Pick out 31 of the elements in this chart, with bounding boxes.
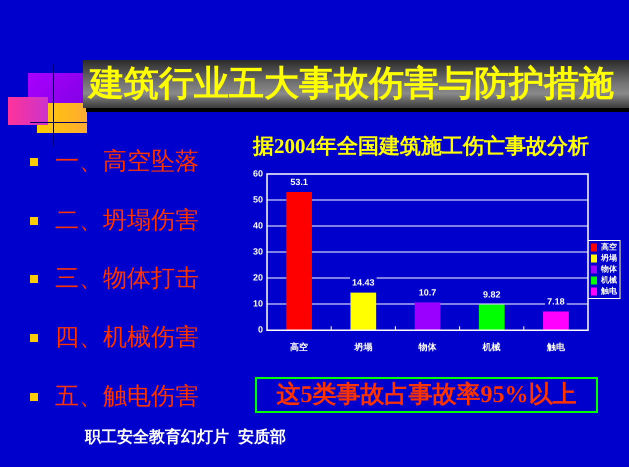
y-tick-label: 60 [252,168,264,178]
legend-label: 触电 [600,286,618,296]
text: 职工安全教育幻灯片 安质部 [85,428,286,447]
x-tick-label: 物体 [418,342,438,352]
text: 五、触电伤害 [55,382,199,412]
y-tick-label: 0 [258,324,264,335]
data-label: 7.18 [547,296,565,306]
callout-box: 这5类事故占事故率95%以上 [255,377,598,413]
legend-label: 物体 [600,264,618,274]
x-tick-label: 高空 [290,342,308,352]
chart-title: 建筑行业五大事故伤害与防护措施 [89,63,614,105]
y-tick-label: 50 [252,194,264,205]
x-tick-label: 机械 [482,342,501,352]
legend-label: 高空 [601,242,617,252]
y-tick-label: 20 [252,272,264,283]
y-tick-label: 30 [252,246,264,257]
text: 四、机械伤害 [55,324,199,354]
data-label: 53.1 [290,176,308,187]
y-tick-label: 10 [252,298,264,309]
data-label: 9.82 [482,290,500,300]
legend-label: 坍塌 [600,254,617,263]
x-tick-label: 触电 [546,342,566,352]
data-label: 10.7 [418,287,436,298]
chart-subtitle: 据2004年全国建筑施工伤亡事故分析 [253,133,589,159]
legend-label: 机械 [600,276,617,285]
x-tick-label: 坍塌 [353,342,372,352]
text: 三、物体打击 [55,265,199,294]
text: 一、高空坠落 [55,148,199,177]
text: 二、坍塌伤害 [55,206,199,236]
y-tick-label: 40 [252,220,264,231]
data-label: 14.43 [352,278,375,288]
